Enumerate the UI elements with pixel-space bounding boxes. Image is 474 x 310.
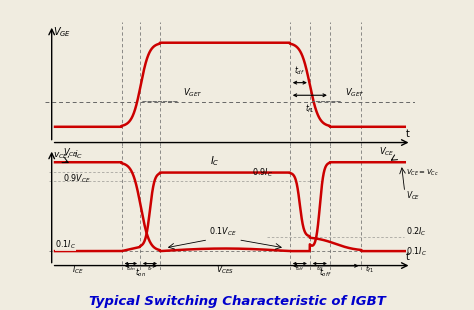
Text: $t_{on}$: $t_{on}$ (135, 267, 146, 279)
Text: $t_{df}$: $t_{df}$ (294, 65, 305, 78)
Text: $V_{CES}$: $V_{CES}$ (216, 264, 234, 276)
Text: $V_{CE}$: $V_{CE}$ (406, 189, 421, 202)
Text: $0.9V_{CE}$: $0.9V_{CE}$ (64, 173, 91, 185)
Text: $0.1I_C$: $0.1I_C$ (406, 246, 428, 258)
Text: $t_r$: $t_r$ (147, 264, 153, 273)
Text: $0.9I_C$: $0.9I_C$ (252, 166, 273, 179)
Text: $V_{GET}$: $V_{GET}$ (345, 87, 365, 100)
Text: $t_{df}$: $t_{df}$ (295, 264, 304, 273)
Text: $V_{CE}$: $V_{CE}$ (64, 147, 79, 159)
Text: $0.2I_C$: $0.2I_C$ (406, 225, 427, 238)
Text: $V_{GE}$: $V_{GE}$ (54, 25, 72, 39)
Text: Typical Switching Characteristic of IGBT: Typical Switching Characteristic of IGBT (89, 295, 385, 308)
Text: $I_{CE}$: $I_{CE}$ (73, 264, 84, 276)
Text: $t_{dn}$: $t_{dn}$ (126, 264, 136, 273)
Text: $v_{CE},\ i_C$: $v_{CE},\ i_C$ (54, 149, 84, 161)
Text: $t_{f2}$: $t_{f2}$ (316, 264, 324, 273)
Text: $0.1I_C$: $0.1I_C$ (55, 238, 76, 250)
Text: $t_{f1}$: $t_{f1}$ (305, 103, 315, 115)
Text: t: t (406, 129, 410, 140)
Text: $V_{CE}=V_{Cc}$: $V_{CE}=V_{Cc}$ (406, 167, 439, 178)
Text: $t_{off}$: $t_{off}$ (319, 267, 332, 279)
Text: $0.1V_{CE}$: $0.1V_{CE}$ (210, 225, 237, 238)
Text: $V_{CE}$: $V_{CE}$ (379, 146, 395, 158)
Text: $t_{f1}$: $t_{f1}$ (365, 264, 374, 275)
Text: $I_C$: $I_C$ (210, 155, 219, 168)
Text: t: t (406, 252, 410, 263)
Text: $V_{GET}$: $V_{GET}$ (183, 87, 203, 100)
